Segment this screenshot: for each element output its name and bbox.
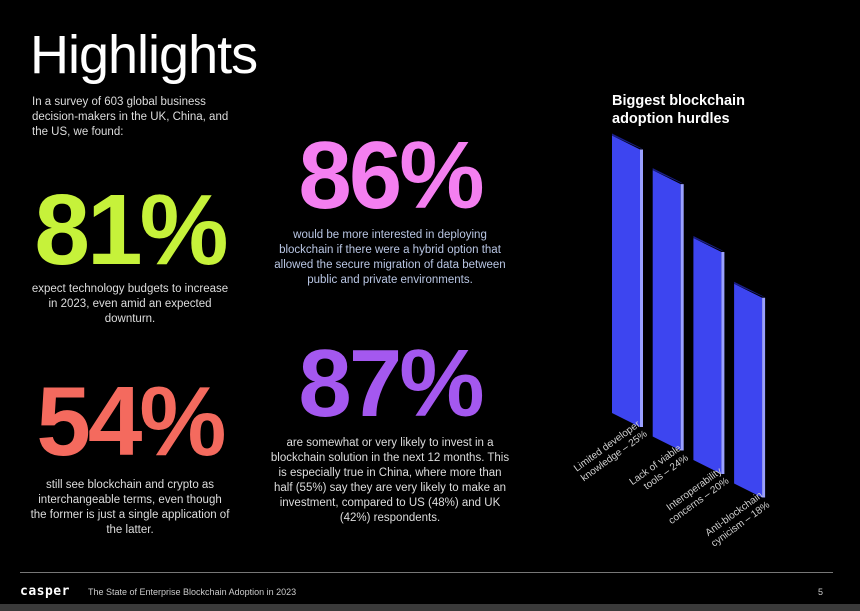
bar-front (693, 238, 722, 474)
bar-front (612, 135, 640, 427)
bar-top (693, 236, 725, 252)
bar-front (652, 170, 681, 451)
stat-87-description: are somewhat or very likely to invest in… (270, 437, 510, 524)
bar-side (721, 252, 725, 474)
stat-86-description: would be more interested in deploying bl… (274, 229, 506, 286)
casper-logo: casper (20, 584, 70, 599)
bar-4 (734, 281, 766, 498)
page-number: 5 (818, 587, 824, 597)
bar-side (640, 149, 643, 427)
page-title: Highlights (30, 25, 258, 85)
footer-divider (20, 572, 833, 573)
intro-text: In a survey of 603 global business decis… (32, 96, 229, 138)
bar-1 (612, 133, 643, 427)
chart-title: Biggest blockchain adoption hurdles (612, 93, 745, 127)
stat-81-value: 81% (34, 174, 228, 286)
stat-54-description: still see blockchain and crypto as inter… (30, 479, 230, 536)
bar-top (734, 281, 766, 298)
stat-54-value: 54% (36, 366, 226, 476)
report-title: The State of Enterprise Blockchain Adopt… (88, 587, 297, 597)
bar-top (652, 168, 684, 185)
stat-81-description: expect technology budgets to increase in… (31, 283, 229, 325)
bottom-bar (0, 604, 860, 611)
bar-top (612, 133, 643, 150)
bar-side (680, 184, 684, 451)
bar-2 (652, 168, 684, 451)
bar-3 (693, 236, 725, 474)
bar-side (762, 297, 766, 498)
bar-front (734, 283, 763, 498)
stat-87-value: 87% (298, 330, 484, 437)
stat-86-value: 86% (298, 122, 484, 229)
